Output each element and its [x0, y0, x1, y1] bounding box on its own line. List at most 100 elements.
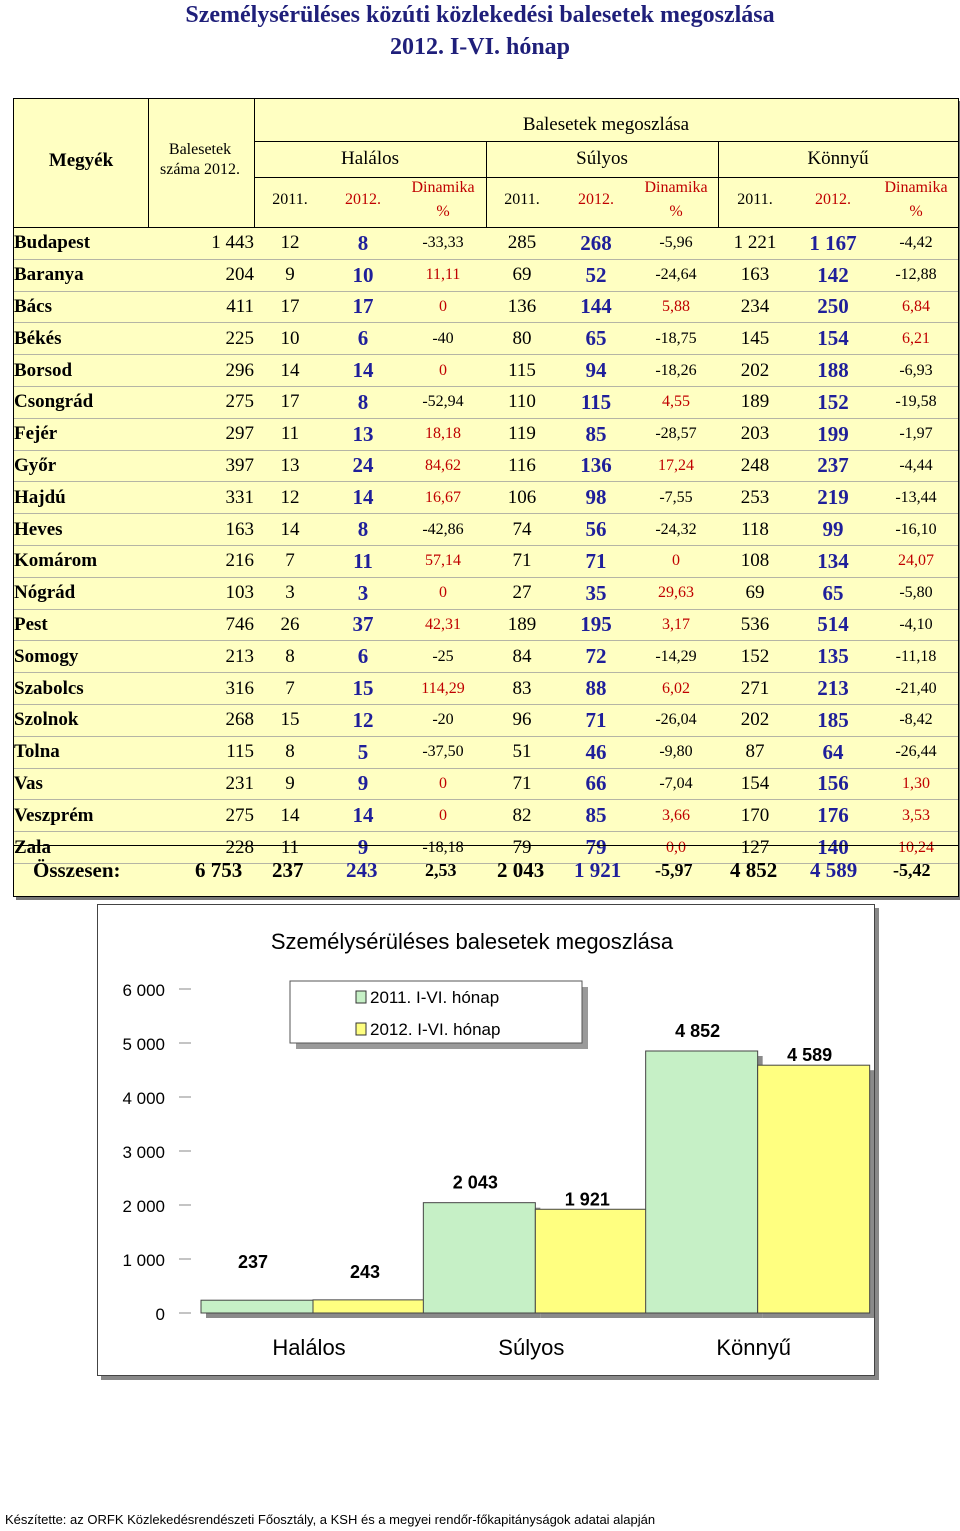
table-cell: -6,93 [874, 354, 958, 387]
table-cell: 5 [326, 736, 400, 769]
table-cell: -19,58 [874, 386, 958, 419]
table-cell: -21,40 [874, 672, 958, 705]
table-cell: 145 [718, 322, 792, 356]
table-cell: 96 [486, 704, 558, 737]
bar-value-label: 4 589 [787, 1045, 832, 1065]
table-cell: 219 [792, 481, 874, 515]
page-title: Személysérüléses közúti közlekedési bale… [185, 2, 775, 28]
table-cell: 15 [326, 672, 400, 705]
totals-k-dyn: -5,42 [893, 860, 931, 880]
table-cell: -28,57 [634, 418, 718, 451]
legend-box [289, 980, 583, 1044]
table-cell: 1 221 [718, 228, 792, 260]
table-cell: 98 [558, 481, 634, 515]
header-h-2011: 2011. [272, 191, 308, 208]
table-cell: 16,67 [400, 481, 486, 515]
table-cell: 152 [718, 640, 792, 674]
table-cell: 14 [326, 481, 400, 515]
table-cell: 27 [486, 577, 558, 610]
table-cell: 231 [148, 768, 254, 801]
table-row: Komárom 216 7 11 57,14 71 71 0 108 134 24,07 [14, 545, 958, 578]
table-cell: 5,88 [634, 291, 718, 324]
legend-label: 2012. I-VI. hónap [370, 1020, 500, 1039]
table-cell: 12 [326, 704, 400, 737]
county-name: Győr [14, 450, 148, 483]
table-cell: 199 [792, 418, 874, 451]
table-row: Csongrád 275 17 8 -52,94 110 115 4,55 189 152 -19,… [14, 386, 958, 419]
table-row: Pest 746 26 37 42,31 189 195 3,17 536 514 -4,10 [14, 609, 958, 642]
table-cell: 202 [718, 704, 792, 737]
table-cell: 228 [148, 831, 254, 864]
table-cell: 6 [326, 640, 400, 674]
table-cell: 213 [148, 640, 254, 674]
y-tick-label: 5 000 [122, 1035, 165, 1054]
footer-note: Készítette: az ORFK Közlekedésrendészeti… [5, 1512, 656, 1527]
table-cell: 26 [254, 609, 326, 642]
table-cell: 103 [148, 577, 254, 610]
table-cell: -5,80 [874, 577, 958, 610]
header-s-2011: 2011. [504, 191, 540, 208]
header-k-pct: % [909, 203, 923, 220]
table-row: Heves 163 14 8 -42,86 74 56 -24,32 118 99 -16,10 [14, 513, 958, 546]
table-cell: 1,30 [874, 768, 958, 801]
table-cell: -11,18 [874, 640, 958, 674]
county-name: Szolnok [14, 704, 148, 737]
header-sulyos: Súlyos [576, 148, 628, 169]
table-cell: -9,80 [634, 736, 718, 769]
table-cell: 253 [718, 481, 792, 515]
table-cell: 17 [254, 386, 326, 419]
table-row: Nógrád 103 3 3 0 27 35 29,63 69 65 -5,80 [14, 577, 958, 610]
table-cell: 79 [558, 831, 634, 864]
table-cell: 0 [400, 768, 486, 801]
totals-k-2012: 4 589 [810, 858, 858, 882]
table-cell: 3,53 [874, 799, 958, 833]
table-cell: 331 [148, 481, 254, 515]
table-cell: 296 [148, 354, 254, 387]
y-tick-label: 6 000 [122, 981, 165, 1000]
table-cell: 140 [792, 831, 874, 864]
bar-2012-2 [757, 1064, 871, 1314]
table-cell: 8 [254, 736, 326, 769]
header-group: Balesetek megoszlása [522, 114, 690, 135]
county-name: Bács [14, 291, 148, 324]
table-cell: -1,97 [874, 418, 958, 451]
table-cell: 7 [254, 545, 326, 578]
table-cell: -12,88 [874, 259, 958, 292]
accident-table: Megyék Balesetek száma 2012. Balesetek m… [13, 98, 959, 897]
table-cell: 7 [254, 672, 326, 705]
table-cell: 225 [148, 322, 254, 356]
table-cell: 297 [148, 418, 254, 451]
county-name: Baranya [14, 259, 148, 292]
table-row: Baranya 204 9 10 11,11 69 52 -24,64 163 142 -12,88 [14, 259, 958, 292]
table-row: Borsod 296 14 14 0 115 94 -18,26 202 188 -6,93 [14, 354, 958, 387]
header-h-pct: % [436, 203, 450, 220]
bar-2011-1 [422, 1202, 536, 1314]
table-cell: 0 [400, 354, 486, 387]
header-halalos: Halálos [340, 148, 400, 169]
bar-2012-0 [312, 1299, 426, 1314]
table-cell: -24,32 [634, 513, 718, 546]
table-cell: 536 [718, 609, 792, 642]
totals-h-2012: 243 [346, 858, 378, 882]
table-cell: 3 [326, 577, 400, 610]
table-cell: 71 [558, 545, 634, 578]
table-row: Veszprém 275 14 14 0 82 85 3,66 170 176 3,53 [14, 799, 958, 833]
table-cell: 94 [558, 354, 634, 387]
table-cell: 29,63 [634, 577, 718, 610]
table-cell: 136 [558, 450, 634, 483]
table-cell: 66 [558, 768, 634, 801]
table-cell: 6 [326, 322, 400, 356]
table-cell: 204 [148, 259, 254, 292]
table-cell: 57,14 [400, 545, 486, 578]
county-name: Zala [14, 831, 148, 864]
table-cell: 170 [718, 799, 792, 833]
totals-s-2011: 2 043 [497, 858, 545, 882]
table-cell: 87 [718, 736, 792, 769]
table-cell: 14 [326, 354, 400, 387]
totals-h-dyn: 2,53 [425, 860, 457, 880]
table-cell: 202 [718, 354, 792, 387]
totals-s-2012: 1 921 [574, 858, 622, 882]
table-cell: -18,26 [634, 354, 718, 387]
table-cell: 275 [148, 799, 254, 833]
table-cell: 79 [486, 831, 558, 864]
